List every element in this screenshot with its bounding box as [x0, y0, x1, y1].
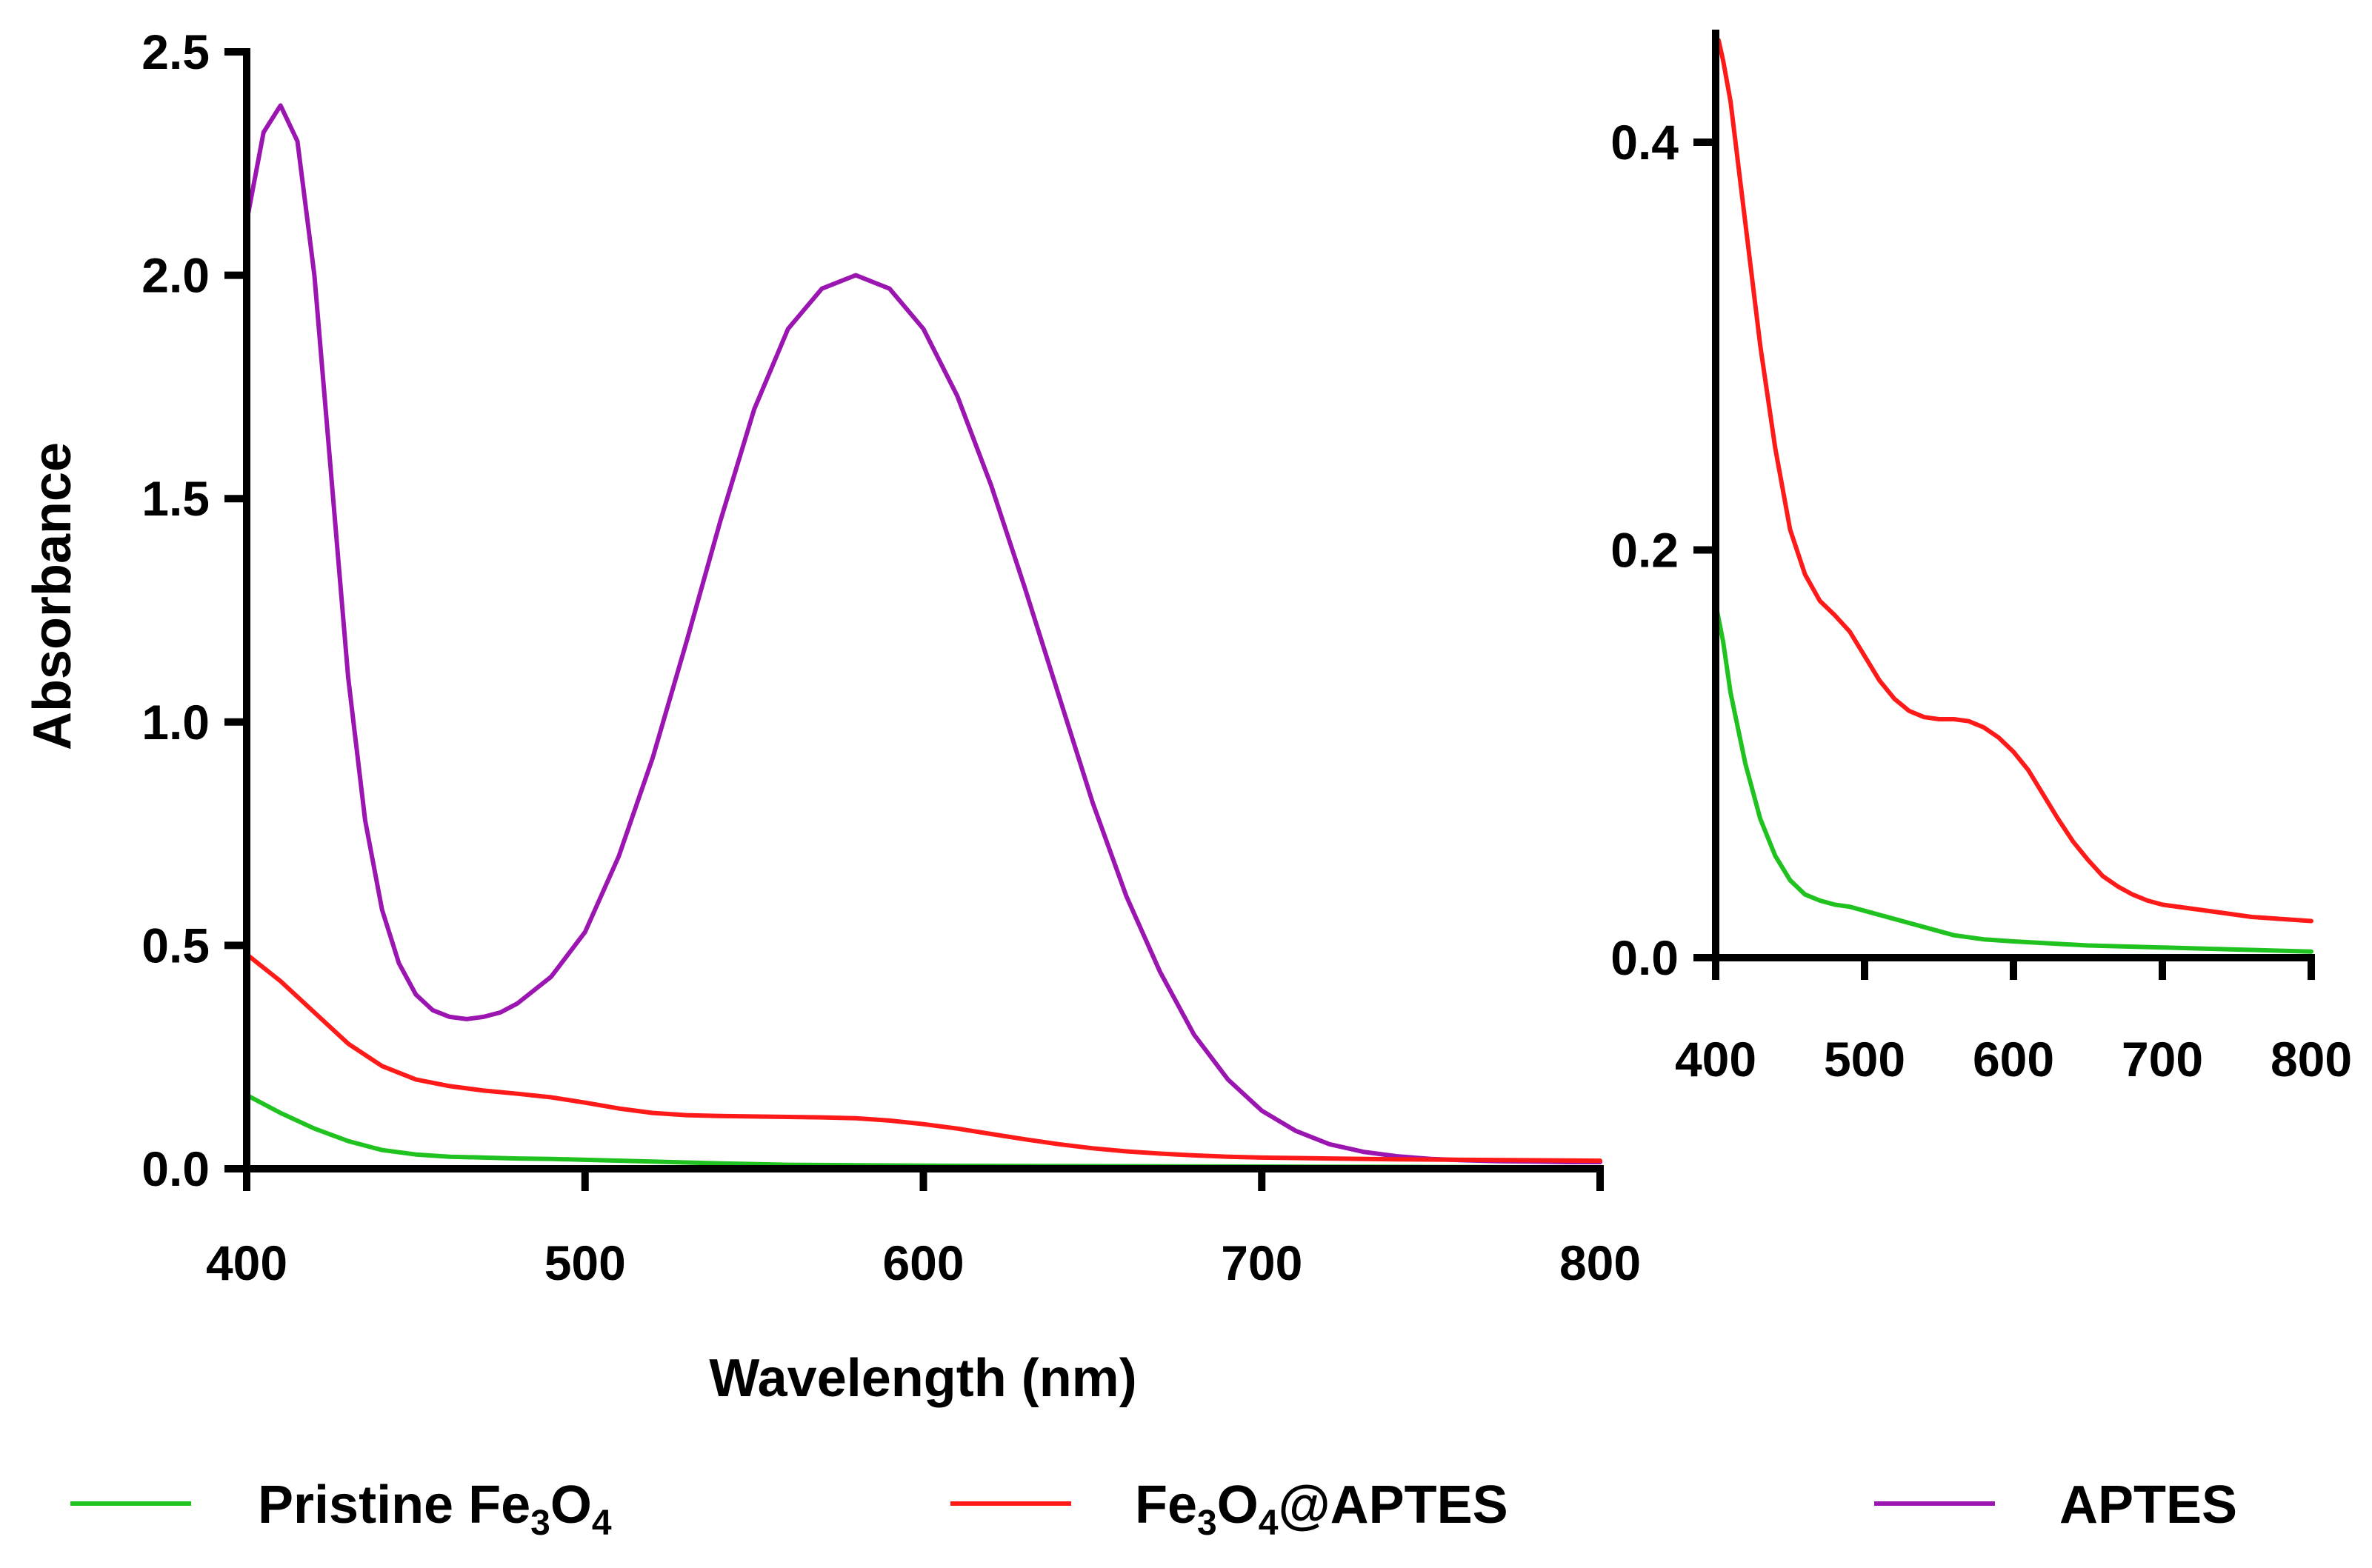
main-y-tick-label-1: 1.0: [141, 695, 210, 750]
inset-y-tick-label-0: 0.0: [1610, 930, 1679, 985]
main-ticks: 400 500 600 700 800 0.0 0.5 1.0 1.5 2.0 2.5: [141, 24, 1641, 1290]
main-y-tick-label-0-5: 0.5: [141, 918, 210, 973]
inset-ticks: 400 500 600 700 800 0.0 0.2 0.4: [1610, 115, 2352, 1087]
x-axis-title: Wavelength (nm): [709, 1349, 1136, 1408]
inset-y-tick-label-0-2: 0.2: [1610, 523, 1679, 578]
inset-x-tick-label-500: 500: [1824, 1032, 1905, 1087]
inset-series-pristine-fe3o4: [1715, 609, 2313, 954]
main-x-tick-label-500: 500: [544, 1235, 626, 1290]
legend: Pristine Fe3O4 Fe3O4@APTES APTES: [70, 1475, 2237, 1543]
main-x-tick-label-700: 700: [1221, 1235, 1302, 1290]
main-y-tick-label-2: 2.0: [141, 248, 210, 303]
inset-x-tick-label-700: 700: [2122, 1032, 2203, 1087]
main-plot: 400 500 600 700 800 0.0 0.5 1.0 1.5 2.0 2.5 Wavele…: [23, 24, 1641, 1408]
inset-x-tick-label-600: 600: [1973, 1032, 2054, 1087]
main-y-tick-label-1-5: 1.5: [141, 471, 210, 526]
main-series-fe3o4-aptes: [244, 952, 1602, 1164]
legend-item-fe3o4-aptes: Fe3O4@APTES: [950, 1475, 1508, 1543]
legend-label-fe3o4-aptes: Fe3O4@APTES: [1135, 1475, 1508, 1543]
main-series-group: [244, 103, 1602, 1170]
inset-series-fe3o4-aptes: [1716, 38, 2313, 924]
inset-x-tick-label-400: 400: [1675, 1032, 1756, 1087]
legend-label-pristine-fe3o4: Pristine Fe3O4: [258, 1475, 612, 1543]
main-y-tick-label-0: 0.0: [141, 1141, 210, 1196]
y-axis-title: Absorbance: [23, 442, 82, 750]
legend-item-pristine-fe3o4: Pristine Fe3O4: [70, 1475, 612, 1543]
main-x-tick-label-800: 800: [1559, 1235, 1641, 1290]
main-series-aptes: [244, 103, 1602, 1164]
inset-plot: 400 500 600 700 800 0.0 0.2 0.4: [1610, 30, 2352, 1087]
inset-y-tick-label-0-4: 0.4: [1610, 115, 1679, 170]
legend-item-aptes: APTES: [1874, 1475, 2237, 1535]
main-x-tick-label-600: 600: [882, 1235, 964, 1290]
main-x-tick-label-400: 400: [206, 1235, 287, 1290]
inset-series-group: [1715, 38, 2313, 954]
inset-x-tick-label-800: 800: [2271, 1032, 2352, 1087]
main-y-tick-label-2-5: 2.5: [141, 24, 210, 79]
legend-label-aptes: APTES: [2059, 1475, 2237, 1535]
